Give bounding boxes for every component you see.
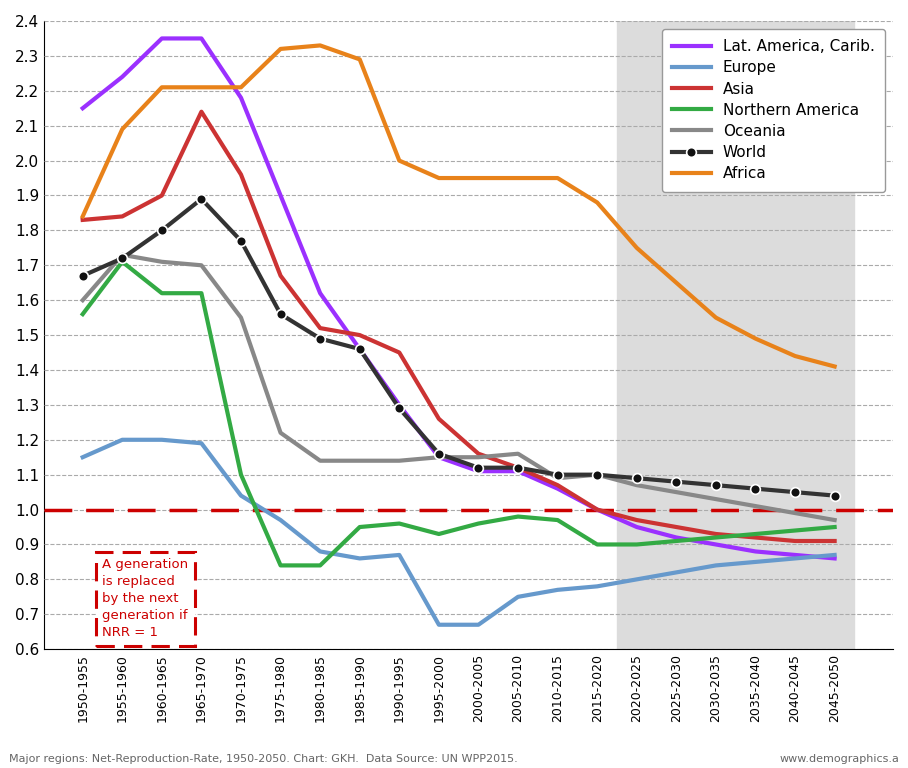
Legend: Lat. America, Carib., Europe, Asia, Northern America, Oceania, World, Africa: Lat. America, Carib., Europe, Asia, Nort…	[662, 28, 885, 192]
Bar	[617, 21, 854, 649]
Text: www.demographics.a: www.demographics.a	[779, 754, 899, 764]
Text: Major regions: Net-Reproduction-Rate, 1950-2050. Chart: GKH.  Data Source: UN WP: Major regions: Net-Reproduction-Rate, 19…	[9, 754, 518, 764]
Text: A generation
is replaced
by the next
generation if
NRR = 1: A generation is replaced by the next gen…	[103, 558, 189, 640]
